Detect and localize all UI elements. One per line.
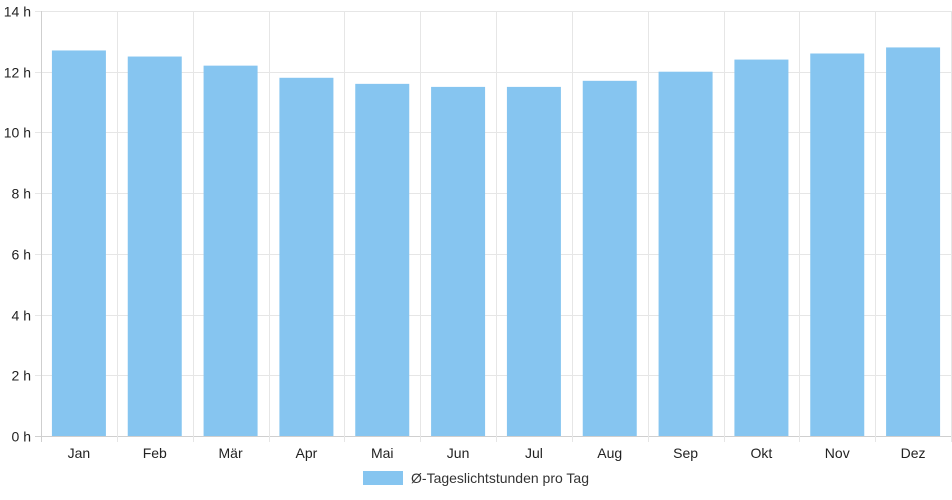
x-tick-label: Sep bbox=[673, 445, 698, 461]
legend-label: Ø-Tageslichtstunden pro Tag bbox=[411, 470, 589, 486]
bar[interactable] bbox=[51, 50, 106, 436]
bar[interactable] bbox=[506, 86, 561, 437]
bar[interactable] bbox=[582, 80, 637, 437]
bar[interactable] bbox=[810, 53, 865, 437]
y-tick-label: 4 h bbox=[12, 308, 31, 324]
x-tick-label: Nov bbox=[825, 445, 850, 461]
x-tick-label: Jul bbox=[525, 445, 543, 461]
grid-lines bbox=[35, 11, 952, 442]
bar-chart: 0 h 2 h 4 h 6 h 8 h 10 h 12 h 14 h Jan Feb Mär Apr… bbox=[4, 4, 952, 461]
bar[interactable] bbox=[203, 65, 258, 437]
bar[interactable] bbox=[734, 59, 789, 436]
bar[interactable] bbox=[279, 77, 334, 437]
x-tick-label: Mär bbox=[219, 445, 243, 461]
bar[interactable] bbox=[355, 83, 410, 436]
x-tick-label: Okt bbox=[751, 445, 773, 461]
x-tick-label: Dez bbox=[901, 445, 926, 461]
y-axis-ticks: 0 h 2 h 4 h 6 h 8 h 10 h 12 h 14 h bbox=[4, 4, 31, 445]
y-tick-label: 2 h bbox=[12, 368, 31, 384]
y-tick-label: 12 h bbox=[4, 65, 31, 81]
bars bbox=[51, 47, 941, 437]
y-tick-label: 14 h bbox=[4, 4, 31, 20]
bar[interactable] bbox=[431, 86, 486, 437]
legend-swatch bbox=[363, 471, 404, 485]
bar[interactable] bbox=[127, 56, 182, 437]
y-tick-label: 10 h bbox=[4, 125, 31, 141]
y-tick-label: 6 h bbox=[12, 247, 31, 263]
bar[interactable] bbox=[886, 47, 941, 437]
x-tick-label: Jan bbox=[68, 445, 91, 461]
x-tick-label: Aug bbox=[597, 445, 622, 461]
bar[interactable] bbox=[658, 71, 713, 436]
x-tick-label: Apr bbox=[296, 445, 318, 461]
legend[interactable]: Ø-Tageslichtstunden pro Tag bbox=[0, 470, 952, 486]
x-tick-label: Mai bbox=[371, 445, 394, 461]
x-tick-label: Feb bbox=[143, 445, 167, 461]
x-tick-label: Jun bbox=[447, 445, 470, 461]
y-tick-label: 8 h bbox=[12, 186, 31, 202]
x-axis-ticks: Jan Feb Mär Apr Mai Jun Jul Aug Sep Okt Nov Dez bbox=[68, 445, 926, 461]
y-tick-label: 0 h bbox=[12, 429, 31, 445]
